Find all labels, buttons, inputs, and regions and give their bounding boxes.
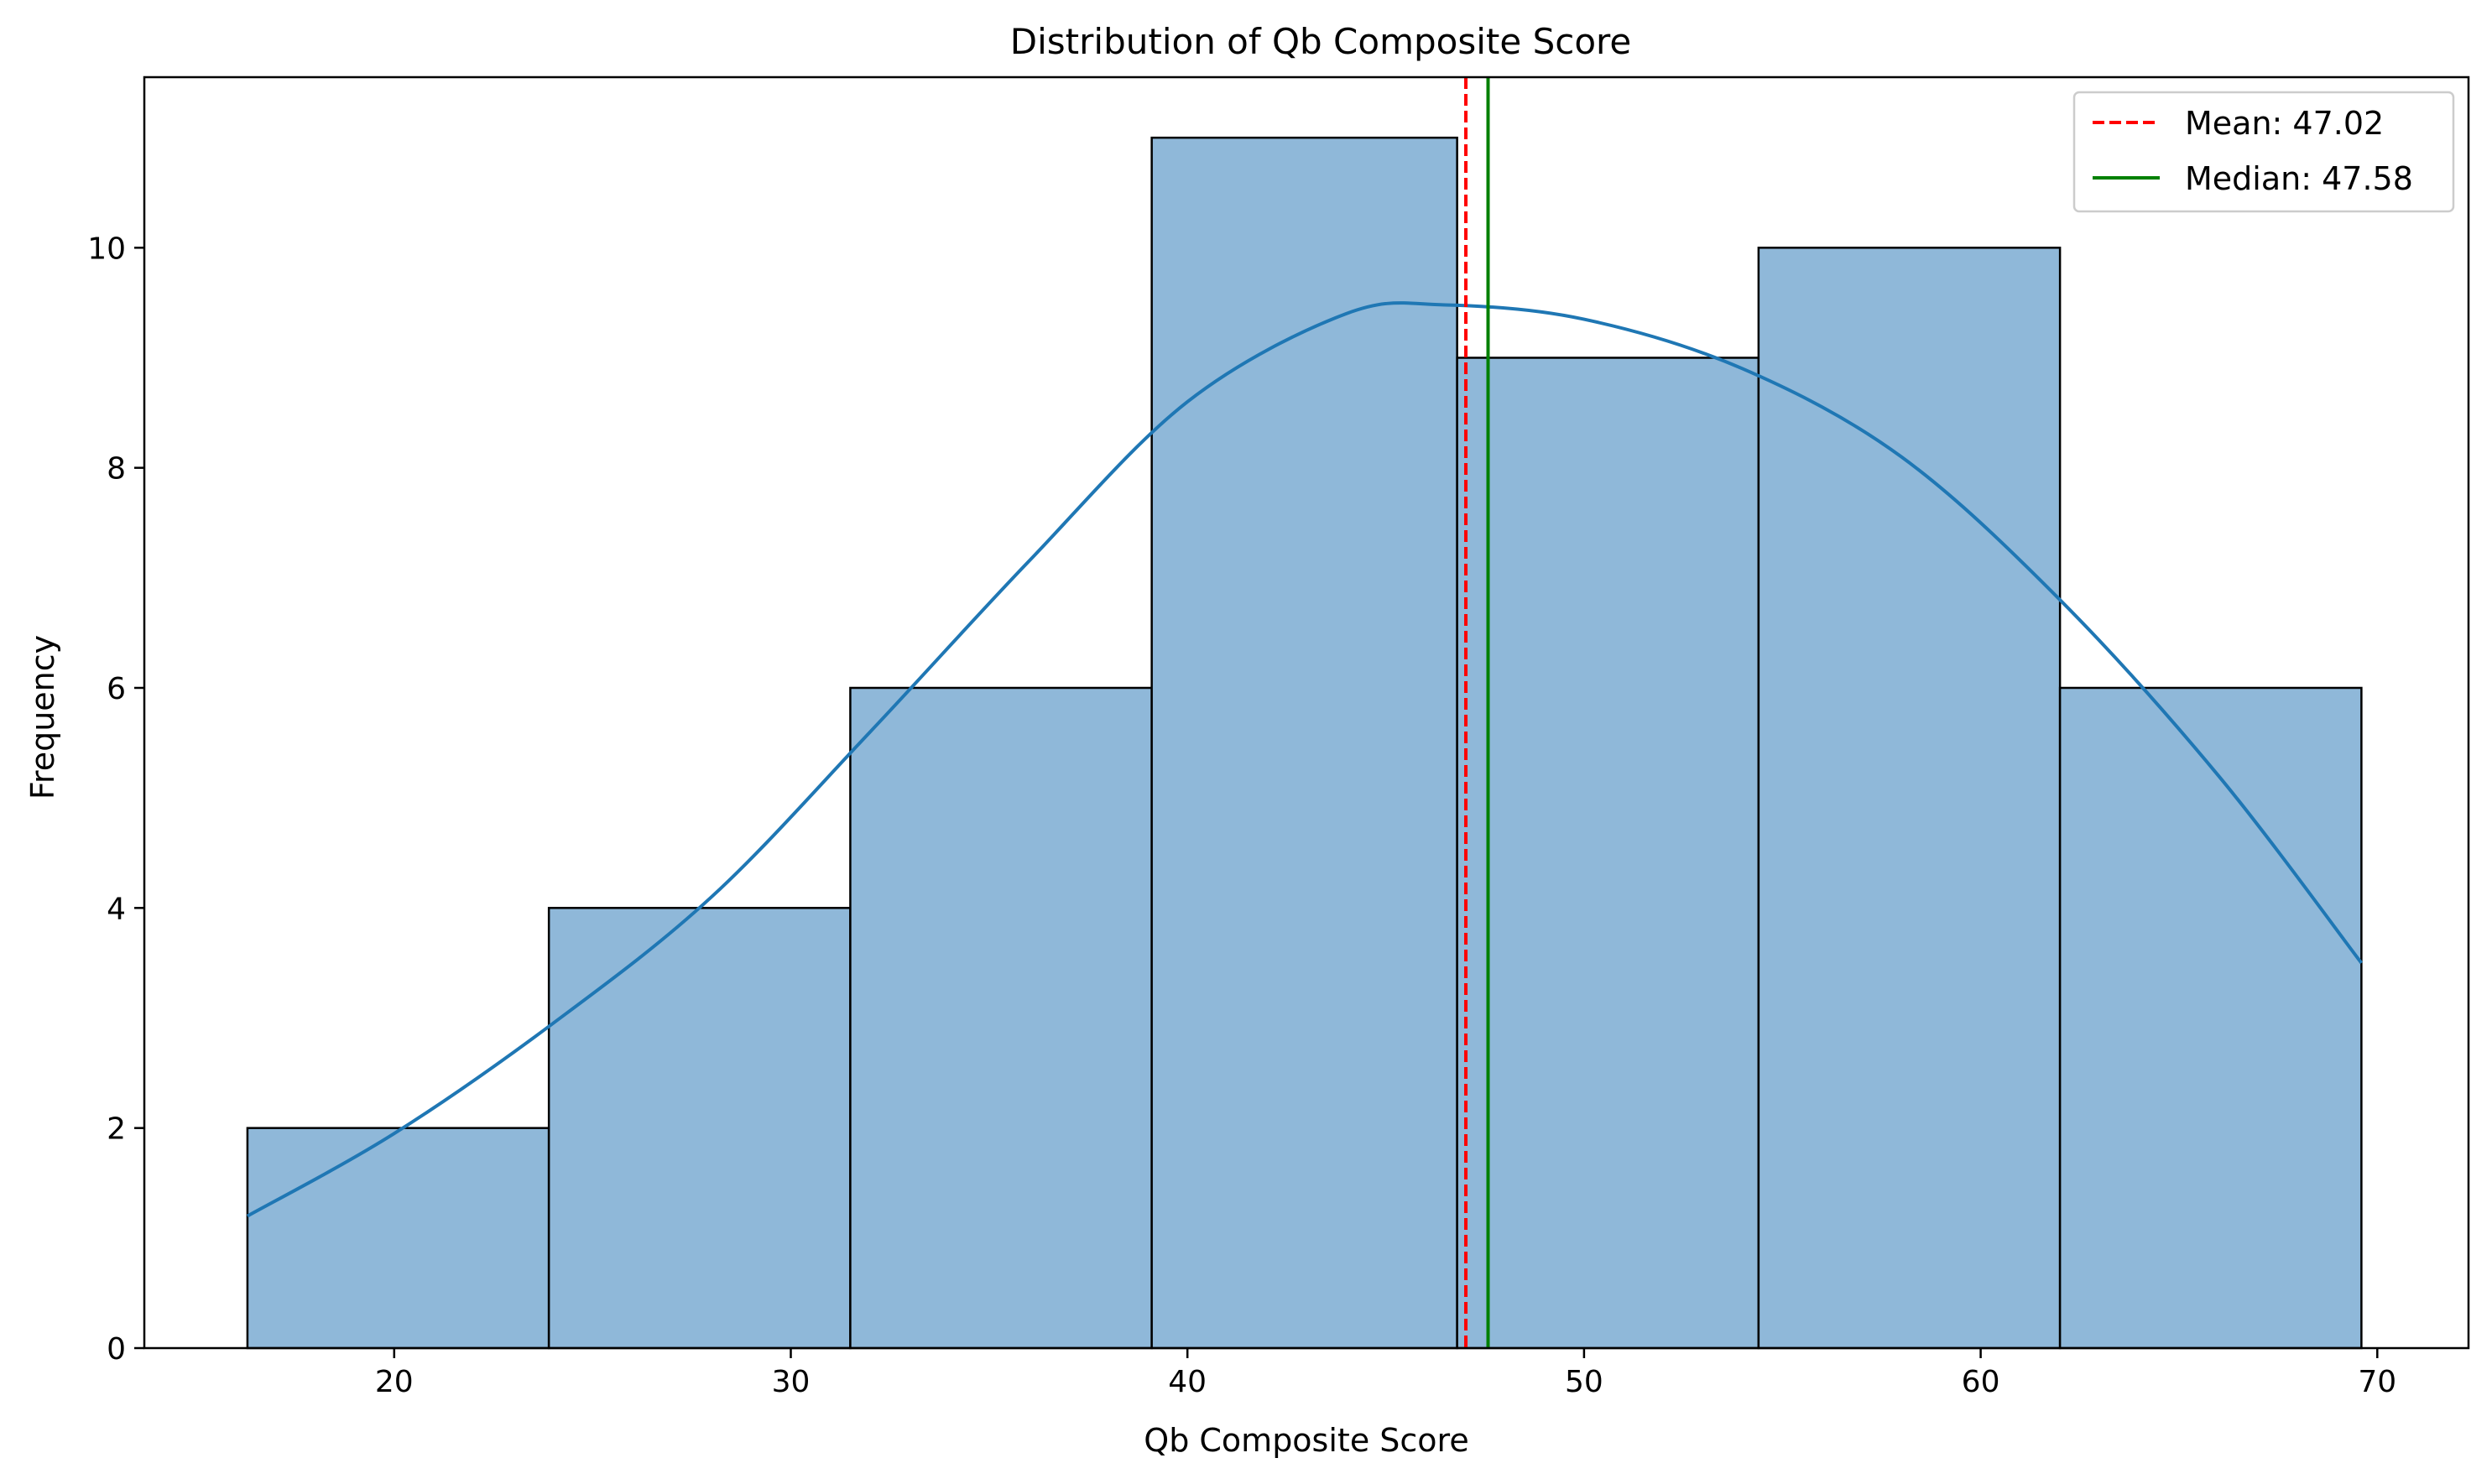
y-axis-ticks: 0 2 4 6 8 10 [87, 232, 144, 1367]
histogram-bar-1 [246, 1127, 550, 1350]
kde-curve [246, 301, 2363, 1218]
x-tick-label: 70 [2358, 1365, 2396, 1399]
legend-mean-label: Mean: 47.02 [2185, 105, 2384, 142]
histogram-bar-7 [2058, 686, 2363, 1350]
y-tick-label: 10 [87, 232, 126, 266]
y-tick-label: 0 [107, 1332, 126, 1367]
y-axis-label: Frequency [24, 635, 61, 799]
x-axis-label: Qb Composite Score [1144, 1422, 1468, 1459]
kde-layer [246, 301, 2363, 1218]
x-tick-label: 20 [375, 1365, 414, 1399]
x-tick-label: 50 [1565, 1365, 1603, 1399]
reference-lines-layer [1464, 77, 1490, 1348]
y-tick-label: 8 [107, 452, 126, 487]
y-tick-label: 4 [107, 892, 126, 926]
y-tick-label: 2 [107, 1112, 126, 1147]
x-tick-label: 40 [1168, 1365, 1207, 1399]
histogram-bar-6 [1757, 247, 2062, 1350]
x-axis-ticks: 20 30 40 50 60 70 [375, 1348, 2396, 1399]
histogram-bar-4 [1150, 136, 1458, 1350]
legend-median-label: Median: 47.58 [2185, 160, 2413, 197]
chart-title: Distribution of Qb Composite Score [1010, 21, 1631, 62]
plot-frame [143, 76, 2470, 1350]
y-tick-label: 6 [107, 672, 126, 706]
legend-box [2072, 91, 2455, 213]
histogram-bar-5 [1456, 357, 1760, 1350]
x-tick-label: 30 [772, 1365, 811, 1399]
bars-layer [246, 136, 2363, 1350]
histogram-bar-2 [547, 907, 852, 1350]
x-tick-label: 60 [1962, 1365, 2000, 1399]
histogram-bar-3 [849, 686, 1153, 1350]
legend: Mean: 47.02 Median: 47.58 [2072, 91, 2455, 213]
